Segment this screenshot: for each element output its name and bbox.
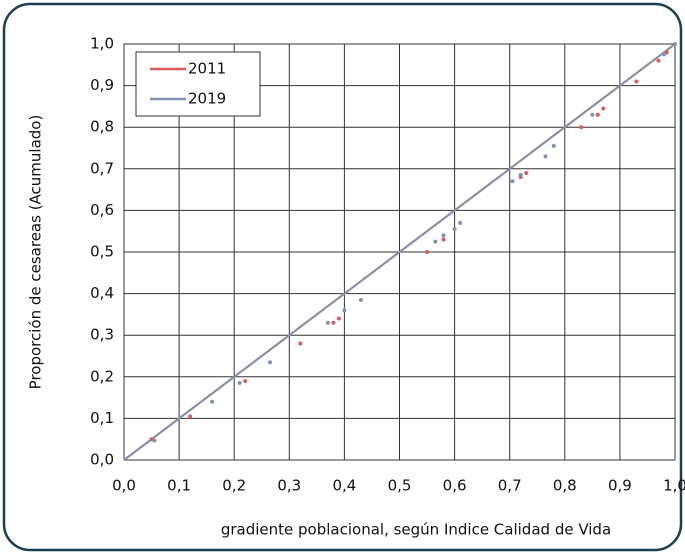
point <box>325 320 330 325</box>
x-tick-label: 0,3 <box>277 477 301 495</box>
y-tick-label: 0,2 <box>90 367 114 385</box>
point <box>656 58 661 63</box>
point <box>331 320 336 325</box>
point <box>634 79 639 84</box>
y-tick-label: 0,0 <box>90 451 114 469</box>
x-tick-label: 1,0 <box>663 477 685 495</box>
point <box>458 220 463 225</box>
point <box>661 52 666 57</box>
point <box>210 399 215 404</box>
y-axis-label: Proporción de cesareas (Acumulado) <box>27 115 45 390</box>
x-tick-label: 0,4 <box>332 477 356 495</box>
point <box>425 250 430 254</box>
point <box>441 237 446 242</box>
y-tick-label: 0,8 <box>90 118 114 136</box>
x-tick-label: 0,6 <box>443 477 467 495</box>
x-tick-label: 0,7 <box>498 477 522 495</box>
point <box>336 316 341 321</box>
point <box>590 112 595 117</box>
legend-label: 2011 <box>188 60 226 78</box>
point <box>433 239 438 244</box>
legend-label: 2019 <box>188 90 226 108</box>
point <box>543 154 548 159</box>
y-tick-label: 0,5 <box>90 243 114 261</box>
point <box>188 414 193 419</box>
point <box>673 42 677 46</box>
x-tick-label: 0,8 <box>553 477 577 495</box>
y-tick-label: 0,6 <box>90 201 114 219</box>
point <box>268 360 273 365</box>
legend-box <box>135 51 261 117</box>
frame <box>2 2 683 552</box>
point <box>237 381 242 386</box>
x-tick-label: 0,5 <box>388 477 412 495</box>
x-tick-label: 0,0 <box>112 477 136 495</box>
point <box>298 341 303 346</box>
point <box>664 50 669 55</box>
point <box>579 125 584 130</box>
point <box>510 179 515 184</box>
point <box>601 106 606 111</box>
point <box>518 173 523 178</box>
x-tick-label: 0,9 <box>608 477 632 495</box>
point <box>595 112 600 117</box>
point <box>152 438 157 443</box>
point <box>551 143 556 148</box>
point <box>441 233 446 238</box>
y-tick-label: 0,1 <box>90 409 114 427</box>
x-tick-label: 0,1 <box>167 477 191 495</box>
point <box>452 227 457 232</box>
point <box>243 378 248 383</box>
y-tick-label: 0,4 <box>90 284 114 302</box>
x-axis-label: gradiente poblacional, según Indice Cali… <box>221 521 611 539</box>
y-tick-label: 0,7 <box>90 159 114 177</box>
reference-line <box>123 43 676 461</box>
y-tick-label: 0,9 <box>90 76 114 94</box>
y-tick-label: 0,3 <box>90 326 114 344</box>
y-tick-label: 1,0 <box>90 35 114 53</box>
point <box>524 170 529 175</box>
x-tick-label: 0,2 <box>222 477 246 495</box>
point <box>358 297 363 302</box>
point <box>342 308 347 313</box>
